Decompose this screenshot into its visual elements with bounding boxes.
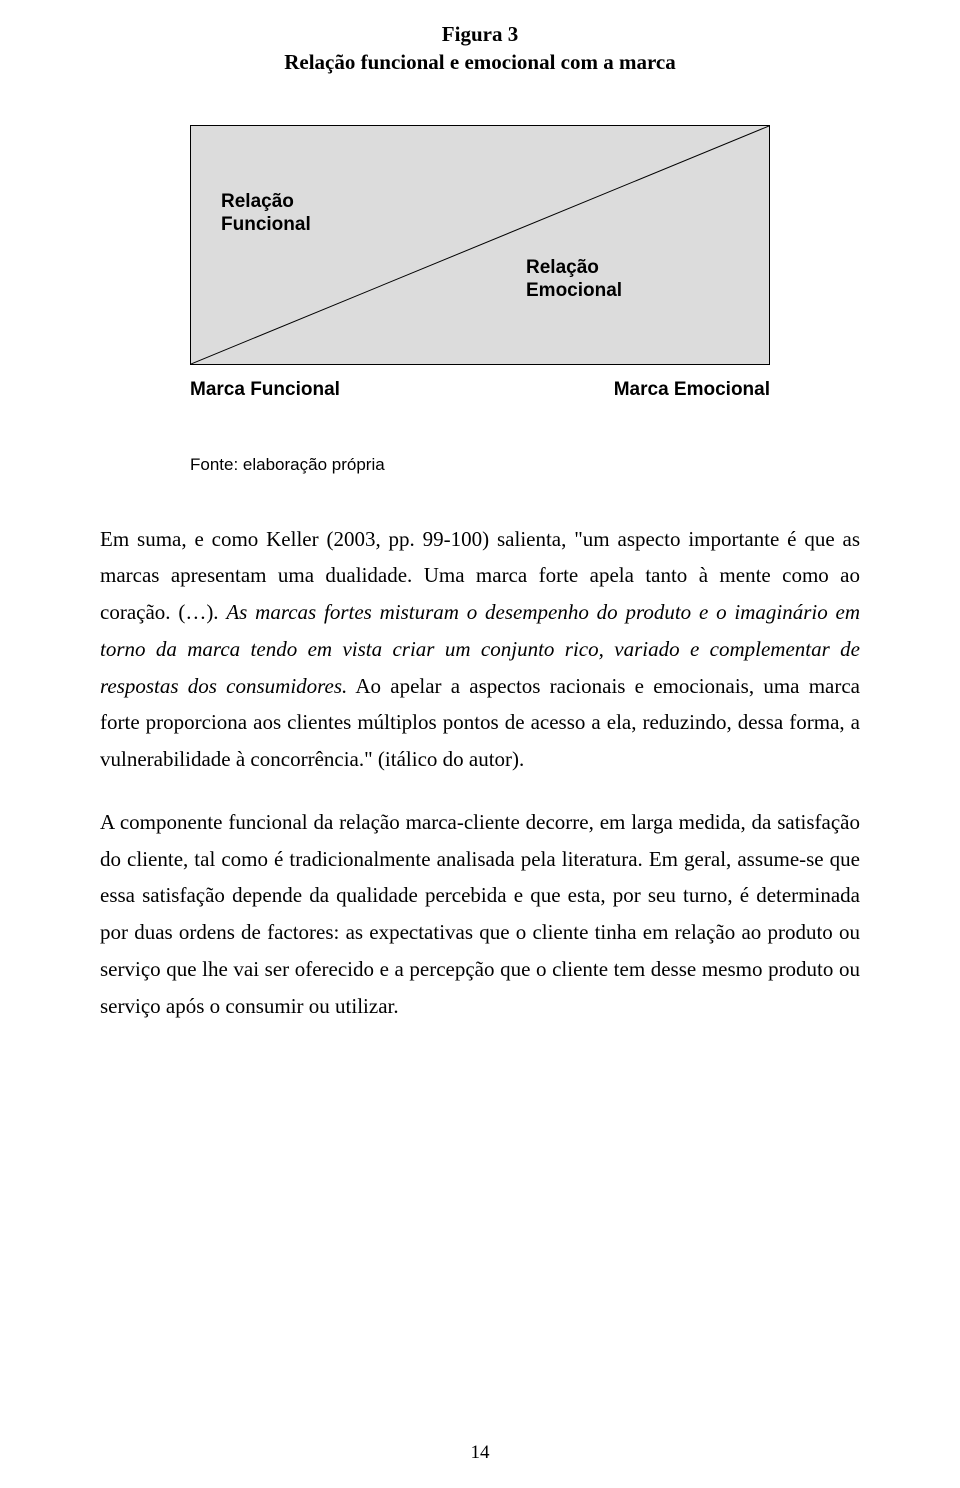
label-line: Relação (221, 191, 294, 212)
figure-number: Figura 3 (100, 20, 860, 48)
diagram-box: Relação Funcional Relação Emocional (190, 125, 770, 365)
paragraph-2: A componente funcional da relação marca-… (100, 804, 860, 1025)
label-relacao-emocional: Relação Emocional (526, 256, 622, 304)
label-relacao-funcional: Relação Funcional (221, 190, 311, 238)
axis-left-label: Marca Funcional (190, 379, 340, 401)
label-line: Funcional (221, 214, 311, 235)
axis-labels: Marca Funcional Marca Emocional (190, 379, 770, 401)
page-number: 14 (0, 1442, 960, 1464)
figure-title: Relação funcional e emocional com a marc… (100, 48, 860, 76)
figure-title-block: Figura 3 Relação funcional e emocional c… (100, 20, 860, 77)
diagram-line (191, 126, 769, 364)
diagram: Relação Funcional Relação Emocional Marc… (190, 125, 770, 401)
label-line: Emocional (526, 280, 622, 301)
paragraph-1: Em suma, e como Keller (2003, pp. 99-100… (100, 521, 860, 778)
label-line: Relação (526, 257, 599, 278)
figure-source: Fonte: elaboração própria (190, 455, 860, 475)
axis-right-label: Marca Emocional (614, 379, 770, 401)
